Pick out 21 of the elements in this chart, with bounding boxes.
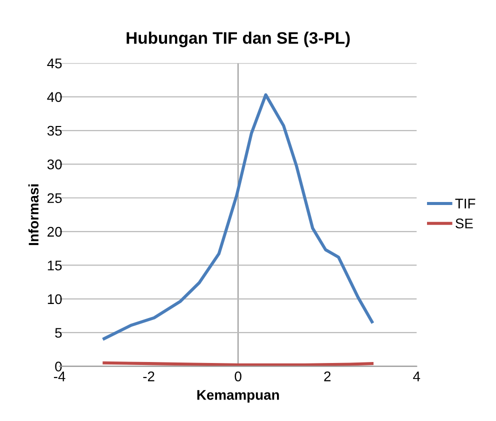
- line-series: [102, 93, 374, 340]
- legend-label: SE: [456, 218, 473, 228]
- x-axis-title: Kemampuan: [197, 390, 279, 403]
- y-tick-label: 0: [55, 362, 62, 372]
- x-tick-label: -4: [54, 372, 66, 382]
- y-tick-label: 5: [55, 328, 62, 338]
- y-tick-label: 30: [47, 160, 62, 170]
- y-axis-title: Informasi: [28, 184, 39, 246]
- legend-label: TIF: [455, 198, 476, 208]
- x-tick-label: 4: [413, 372, 420, 382]
- y-tick-label: 10: [48, 294, 62, 304]
- x-tick-label: -2: [143, 372, 154, 382]
- y-tick-label: 45: [47, 58, 62, 68]
- x-tick-label: 0: [234, 372, 242, 382]
- chart-title: Hubungan TIF dan SE (3-PL): [126, 32, 350, 48]
- y-tick-label: 35: [47, 126, 62, 136]
- y-tick-label: 40: [47, 92, 62, 102]
- y-tick-label: 25: [48, 193, 62, 204]
- y-tick-label: 15: [48, 260, 62, 270]
- x-tick-label: 2: [324, 372, 331, 382]
- y-tick-label: 20: [48, 226, 62, 237]
